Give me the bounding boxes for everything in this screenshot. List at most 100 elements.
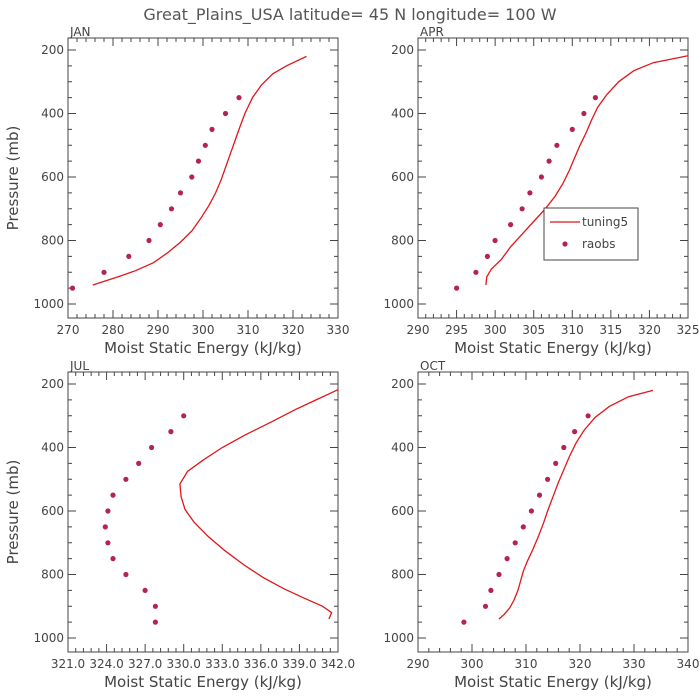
x-tick-label: 290: [407, 323, 430, 337]
panel-label: JAN: [69, 25, 91, 39]
x-tick-label: 310: [237, 323, 260, 337]
x-tick-label: 270: [57, 323, 80, 337]
y-tick-label: 600: [41, 170, 64, 184]
panel-label: JUL: [69, 359, 89, 373]
x-tick-label: 310: [561, 323, 584, 337]
data-point-raobs: [508, 222, 514, 228]
x-tick-label: 320: [638, 323, 661, 337]
panel-apr: APR 290 295 300 305 310 315 320 325 200 400 600 800 1…: [383, 25, 699, 357]
data-point-raobs: [189, 174, 195, 180]
y-tick-label: 200: [391, 43, 414, 57]
y-tick-label: 800: [391, 234, 414, 248]
series-line-tuning5: [498, 389, 654, 620]
data-point-raobs: [168, 429, 174, 435]
y-tick-label: 400: [391, 441, 414, 455]
data-point-raobs: [482, 603, 489, 609]
data-point-raobs: [209, 126, 215, 132]
data-point-raobs: [454, 285, 460, 291]
data-point-raobs: [136, 460, 142, 466]
y-tick-label: 800: [41, 234, 64, 248]
y-tick-label: 400: [41, 441, 64, 455]
data-point-raobs: [177, 190, 184, 196]
x-tick-label: 330: [623, 657, 646, 671]
panels: JAN 270 280 290 300 310 320 330 200 400 600 800 1000…: [4, 25, 699, 691]
legend-label-raobs: raobs: [582, 237, 616, 251]
panel-label: APR: [420, 25, 444, 39]
x-tick-label: 320: [569, 657, 592, 671]
data-point-raobs: [536, 492, 543, 498]
x-axis-label: Moist Static Energy (kJ/kg): [454, 339, 652, 357]
data-point-raobs: [496, 571, 502, 578]
data-point-raobs: [152, 619, 158, 625]
panel-jan: JAN 270 280 290 300 310 320 330 200 400 600 800 1000…: [4, 25, 349, 357]
x-axis-label: Moist Static Energy (kJ/kg): [454, 673, 652, 691]
data-point-raobs: [146, 237, 152, 244]
data-point-raobs: [488, 587, 494, 594]
x-tick-label: 300: [461, 657, 484, 671]
data-point-raobs: [126, 253, 132, 259]
data-point-raobs: [519, 206, 525, 212]
y-tick-label: 1000: [383, 297, 414, 311]
x-tick-label: 290: [407, 657, 430, 671]
legend-label-tuning5: tuning5: [582, 215, 628, 229]
series-line-tuning5: [485, 55, 689, 286]
x-tick-label: 327.0: [128, 657, 162, 671]
x-tick-label: 300: [484, 323, 507, 337]
figure-title: Great_Plains_USA latitude= 45 N longitud…: [143, 5, 556, 25]
x-tick-label: 339.0: [282, 657, 316, 671]
panel-jul: JUL 321.0 324.0 327.0 330.0 333.0 336.0 339.0 34…: [4, 359, 355, 691]
y-tick-label: 600: [391, 504, 414, 518]
x-tick-label: 324.0: [89, 657, 123, 671]
legend-box: [543, 207, 639, 261]
x-tick-label: 305: [522, 323, 545, 337]
data-point-raobs: [149, 444, 155, 451]
x-tick-label: 300: [192, 323, 215, 337]
y-tick-label: 400: [391, 107, 414, 121]
y-tick-label: 200: [41, 43, 64, 57]
series-line-tuning5: [179, 389, 339, 620]
x-tick-label: 340: [677, 657, 700, 671]
x-tick-label: 320: [282, 323, 305, 337]
data-point-raobs: [105, 508, 111, 514]
data-point-raobs: [554, 142, 560, 148]
x-tick-label: 333.0: [205, 657, 239, 671]
data-point-raobs: [561, 444, 567, 451]
y-axis-label: Pressure (mb): [4, 460, 22, 565]
x-axis-label: Moist Static Energy (kJ/kg): [104, 339, 302, 357]
data-point-raobs: [168, 206, 175, 212]
data-point-raobs: [538, 174, 545, 180]
data-point-raobs: [222, 110, 229, 117]
x-tick-label: 310: [515, 657, 538, 671]
data-point-raobs: [236, 95, 242, 101]
data-point-raobs: [102, 524, 108, 530]
data-point-raobs: [546, 158, 552, 164]
y-tick-label: 200: [41, 377, 64, 391]
x-tick-label: 295: [445, 323, 468, 337]
legend-point-swatch: [562, 241, 568, 247]
y-tick-label: 600: [41, 504, 64, 518]
data-point-raobs: [545, 476, 551, 482]
plot-frame: [67, 371, 339, 653]
plot-frame: [417, 371, 689, 653]
data-point-raobs: [553, 460, 559, 466]
x-tick-label: 290: [147, 323, 170, 337]
x-tick-label: 336.0: [244, 657, 278, 671]
data-point-raobs: [110, 492, 116, 498]
data-point-raobs: [152, 603, 158, 609]
x-tick-label: 280: [102, 323, 125, 337]
y-tick-label: 200: [391, 377, 414, 391]
data-point-raobs: [142, 587, 148, 594]
plot-frame: [67, 37, 339, 319]
data-point-raobs: [105, 540, 111, 546]
y-tick-label: 1000: [33, 297, 64, 311]
x-tick-label: 342.0: [321, 657, 355, 671]
data-point-raobs: [528, 508, 535, 514]
data-point-raobs: [181, 413, 187, 419]
data-point-raobs: [520, 524, 526, 530]
data-point-raobs: [473, 269, 479, 275]
y-tick-label: 800: [41, 568, 64, 582]
x-tick-label: 325: [677, 323, 700, 337]
data-point-raobs: [123, 476, 129, 482]
data-point-raobs: [484, 253, 490, 259]
